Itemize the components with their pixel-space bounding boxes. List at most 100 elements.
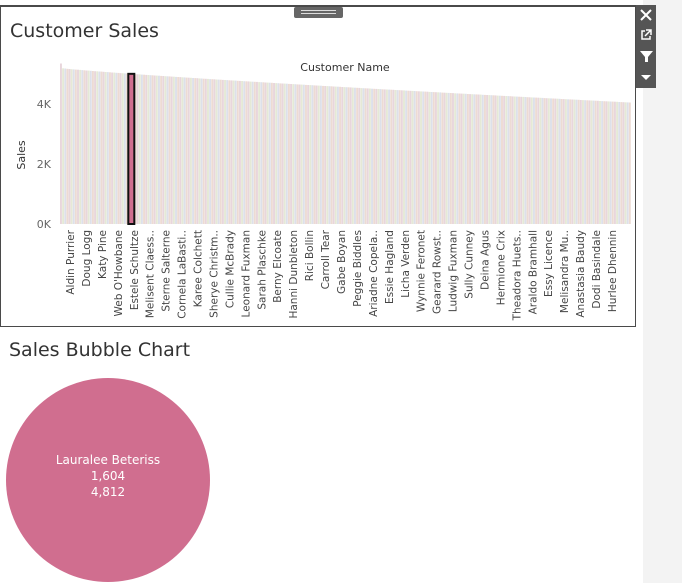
pop-out-icon[interactable] (636, 25, 656, 45)
bar (394, 90, 397, 224)
bar (243, 81, 246, 224)
bar (81, 70, 84, 224)
filter-icon[interactable] (636, 46, 656, 66)
bar (236, 80, 239, 224)
bar (330, 86, 333, 224)
bar (464, 93, 467, 224)
bar (579, 100, 582, 224)
bar (296, 84, 299, 225)
bar (518, 96, 520, 224)
bar (72, 69, 75, 225)
bar (475, 94, 478, 225)
bar (287, 83, 290, 225)
bar (388, 89, 391, 224)
bar (613, 101, 616, 224)
bar (560, 99, 563, 224)
bar (164, 76, 167, 224)
bar (441, 92, 444, 224)
bar (462, 93, 465, 224)
pop-out-glyph (641, 29, 652, 40)
bar (140, 74, 143, 224)
bar (79, 69, 82, 225)
bubble-lauralee-beteriss[interactable] (6, 378, 210, 582)
bar (405, 90, 408, 224)
bar (162, 76, 165, 224)
bar (567, 99, 569, 224)
bar (522, 96, 525, 224)
bar (170, 76, 173, 224)
bar (281, 83, 284, 224)
bar (68, 69, 71, 224)
bar (345, 87, 348, 224)
category-label: Carroll Tear (320, 229, 332, 289)
bar (279, 83, 282, 225)
bar (74, 69, 77, 224)
bar (496, 95, 499, 224)
bar (366, 88, 369, 225)
customer-sales-sheet[interactable]: Customer Sales Customer Name Sales 0K 2K 4K A… (0, 5, 636, 327)
bar (166, 76, 169, 224)
bar (584, 100, 587, 224)
bar (607, 101, 610, 224)
bar (117, 72, 120, 225)
bar (326, 86, 329, 224)
close-icon[interactable] (636, 5, 656, 25)
bar (294, 84, 297, 224)
bar (136, 74, 139, 224)
y-tick-label: 2K (37, 158, 52, 171)
bar (317, 85, 320, 224)
bar (411, 90, 414, 225)
bar (490, 95, 493, 224)
category-label: Theadora Huets.. (511, 230, 523, 321)
bar (319, 85, 322, 224)
drag-handle[interactable] (294, 7, 343, 18)
category-label: Ariadne Copela.. (368, 230, 380, 317)
bar (503, 95, 506, 225)
x-axis-header-label: Customer Name (300, 61, 390, 74)
bar (443, 92, 446, 224)
bar (626, 102, 629, 224)
more-options-icon[interactable] (636, 67, 656, 87)
bar (292, 84, 295, 224)
bar (420, 91, 422, 225)
bar (179, 77, 182, 224)
bar (106, 72, 109, 224)
bar (322, 85, 324, 225)
bar (524, 97, 527, 224)
bar (477, 94, 480, 224)
bar (368, 88, 371, 224)
sales-bubble-chart[interactable] (0, 368, 220, 588)
bar (454, 93, 457, 224)
bar (479, 94, 482, 224)
bar (149, 75, 152, 224)
bar (505, 96, 508, 224)
bar (138, 74, 141, 225)
bar (253, 81, 256, 224)
bar (379, 89, 382, 224)
bar (403, 90, 405, 225)
bar (532, 97, 535, 224)
bar (83, 70, 86, 224)
bar (143, 74, 146, 224)
bar (115, 72, 118, 224)
bar (605, 101, 608, 224)
customer-sales-chart[interactable]: Customer Name Sales 0K 2K 4K Aldin Purrier Dou… (1, 7, 635, 325)
bar (336, 86, 339, 224)
bar (283, 83, 286, 224)
bar (175, 76, 177, 225)
bar (264, 82, 267, 224)
bar (611, 101, 614, 224)
bar (354, 87, 356, 224)
bar (121, 73, 124, 224)
category-label: Aldin Purrier (65, 229, 77, 294)
bar (609, 101, 612, 224)
bar (85, 70, 88, 224)
bar (562, 99, 565, 224)
bar (582, 100, 584, 224)
bar (328, 86, 331, 224)
bar (515, 96, 518, 224)
category-label: Hermione Crix (495, 230, 507, 305)
bar (158, 75, 160, 224)
sheet-toolbar (636, 5, 656, 88)
bar (624, 102, 627, 224)
